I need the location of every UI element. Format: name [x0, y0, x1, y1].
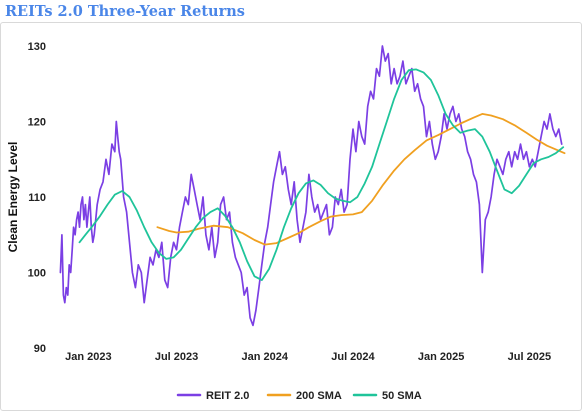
x-axis-ticks: Jan 2023 Jul 2023 Jan 2024 Jul 2024 Jan 2025…	[65, 351, 551, 363]
legend-label: 50 SMA	[382, 390, 422, 402]
chart-panel	[0, 22, 582, 411]
x-tick-label: Jul 2024	[331, 351, 375, 363]
y-tick-label: 110	[28, 192, 46, 204]
y-tick-label: 120	[28, 117, 46, 129]
x-tick-label: Jan 2025	[418, 351, 464, 363]
y-tick-label: 90	[34, 343, 46, 355]
legend-label: 200 SMA	[296, 390, 342, 402]
legend-label: REIT 2.0	[206, 390, 249, 402]
x-tick-label: Jul 2025	[508, 351, 551, 363]
legend-item-200-sma[interactable]: 200 SMA	[266, 390, 342, 402]
chart-title: REITs 2.0 Three-Year Returns	[5, 3, 245, 20]
x-tick-label: Jan 2023	[65, 351, 111, 363]
legend-item-reit-2-0[interactable]: REIT 2.0	[176, 390, 249, 402]
x-tick-label: Jul 2023	[155, 351, 198, 363]
legend[interactable]: REIT 2.0 200 SMA 50 SMA	[176, 390, 422, 402]
y-axis-label: Clean Energy Level	[6, 142, 20, 253]
reit-2-0-line	[59, 45, 563, 327]
sma-200-line	[156, 113, 566, 246]
legend-item-50-sma[interactable]: 50 SMA	[352, 390, 422, 402]
sma-50-line	[78, 68, 565, 281]
y-tick-label: 100	[28, 268, 46, 280]
series-lines	[59, 45, 566, 327]
y-tick-label: 130	[28, 41, 46, 53]
x-tick-label: Jan 2024	[242, 351, 289, 363]
y-axis-ticks: 90 100 110 120 130	[28, 41, 46, 355]
